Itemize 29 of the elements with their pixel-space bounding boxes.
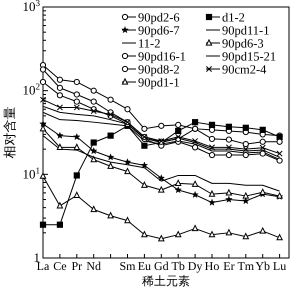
legend-label: 90pd1-1 xyxy=(138,76,180,90)
x-tick-label: Nd xyxy=(86,259,102,273)
x-tick-label: Pr xyxy=(71,259,82,273)
legend-label: 90pd15-21 xyxy=(222,50,276,64)
x-tick-label: Gd xyxy=(154,259,169,273)
y-axis-title: 相对含量 xyxy=(2,106,17,158)
legend-label: 90pd2-6 xyxy=(138,10,180,24)
x-axis-title: 稀土元素 xyxy=(142,274,190,288)
legend-label: d1-2 xyxy=(222,10,245,24)
x-tick-label: Ce xyxy=(53,259,67,273)
legend-label: 90pd8-2 xyxy=(138,62,180,76)
x-tick-label: Tb xyxy=(172,259,185,273)
x-tick-label: Eu xyxy=(138,259,152,273)
legend-label: 90pd11-1 xyxy=(222,24,270,38)
x-tick-label: Er xyxy=(223,259,235,273)
y-tick-label: 10$^{3}$ xyxy=(22,0,40,14)
x-tick-label: Dy xyxy=(188,259,202,273)
x-tick-label: Yb xyxy=(255,259,270,273)
y-tick-label: 10$^{2}$ xyxy=(22,82,40,98)
y-tick-label: 10$^{1}$ xyxy=(22,165,40,182)
legend-label: 90pd6-7 xyxy=(138,24,180,38)
legend-label: 90pd16-1 xyxy=(138,50,186,64)
legend-label: 90pd6-3 xyxy=(222,36,264,50)
x-tick-label: Lu xyxy=(272,259,286,273)
legend-label: 90cm2-4 xyxy=(222,62,268,76)
x-tick-label: Sm xyxy=(119,259,136,273)
legend-label: 11-2 xyxy=(138,36,160,50)
x-tick-label: Ho xyxy=(204,259,220,273)
x-tick-label: Tm xyxy=(237,259,255,273)
